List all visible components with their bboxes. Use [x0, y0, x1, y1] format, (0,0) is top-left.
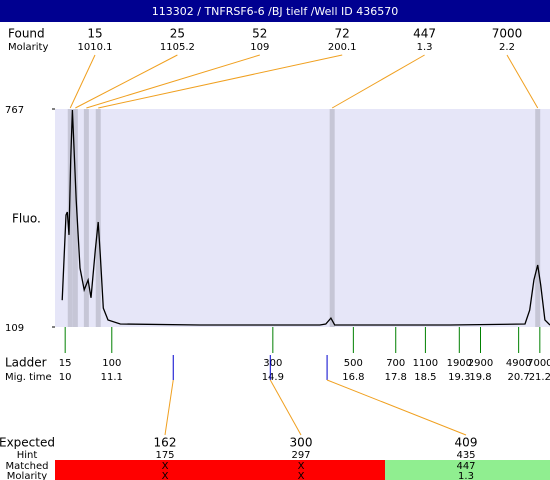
expected-connector: [269, 379, 302, 436]
found-connector: [69, 54, 96, 109]
ladder-time: 14.9: [262, 372, 284, 383]
expected-molarity: X: [162, 471, 169, 480]
expected-hint: 435: [456, 450, 475, 461]
expected-matched: 447: [456, 461, 475, 472]
peak-band: [72, 109, 78, 327]
header-bar: [0, 0, 550, 22]
found-size: 447: [413, 27, 436, 41]
ladder-time: 19.3: [448, 372, 470, 383]
found-connector: [75, 54, 178, 109]
found-size: 72: [335, 27, 350, 41]
ladder-size: 300: [263, 358, 282, 369]
expected-hint: 297: [291, 450, 310, 461]
found-molarity: 109: [250, 42, 269, 53]
found-molarity: 200.1: [328, 42, 357, 53]
ladder-size: 500: [344, 358, 363, 369]
peak-band: [95, 109, 101, 327]
expected-molarity: X: [298, 471, 305, 480]
expected-size: 300: [290, 436, 313, 450]
y-label: Fluo.: [12, 212, 41, 226]
found-label: Found: [8, 27, 45, 41]
found-molarity: 1.3: [417, 42, 433, 53]
ladder-time: 18.5: [414, 372, 436, 383]
found-connector: [331, 54, 425, 109]
match-cell: [55, 460, 220, 480]
header-title: 113302 / TNFRSF6-6 /BJ tielf /Well ID 43…: [152, 5, 398, 18]
ladder-time: 19.8: [469, 372, 491, 383]
found-connector: [86, 54, 260, 109]
peak-band: [67, 109, 73, 327]
plot-area: [55, 109, 550, 327]
ladder-time-label: Mig. time: [5, 372, 52, 383]
matched-label: Matched: [5, 461, 48, 472]
trace: [61, 109, 550, 326]
expected-hint: 175: [155, 450, 174, 461]
expected-matched: X: [162, 461, 169, 472]
ladder-time: 17.8: [385, 372, 407, 383]
expected-connector: [164, 379, 174, 436]
expected-molarity: 1.3: [458, 471, 474, 480]
found-connector: [506, 54, 539, 109]
ladder-size: 700: [386, 358, 405, 369]
expected-matched: X: [298, 461, 305, 472]
found-connector: [98, 54, 343, 109]
match-cell: [385, 460, 550, 480]
ladder-time: 21.2: [529, 372, 550, 383]
y-tick-label: 109: [5, 323, 24, 334]
ladder-label: Ladder: [5, 356, 47, 370]
found-molarity: 2.2: [499, 42, 515, 53]
ladder-time: 10: [59, 372, 72, 383]
ladder-size: 100: [102, 358, 121, 369]
found-size: 25: [170, 27, 185, 41]
expected-label: Expected: [0, 436, 55, 450]
ladder-time: 16.8: [342, 372, 364, 383]
molarity-label: Molarity: [7, 471, 47, 480]
peak-band: [83, 109, 89, 327]
found-size: 7000: [492, 27, 523, 41]
peak-band: [535, 109, 541, 327]
hint-label: Hint: [17, 450, 38, 461]
found-molarity-label: Molarity: [8, 42, 48, 53]
ladder-size: 1100: [413, 358, 438, 369]
found-molarity: 1105.2: [160, 42, 195, 53]
found-size: 15: [87, 27, 102, 41]
ladder-time: 11.1: [101, 372, 123, 383]
found-size: 52: [252, 27, 267, 41]
expected-size: 162: [154, 436, 177, 450]
ladder-size: 4900: [506, 358, 531, 369]
ladder-size: 15: [59, 358, 72, 369]
expected-connector: [326, 379, 467, 436]
found-molarity: 1010.1: [78, 42, 113, 53]
y-tick-label: 767: [5, 105, 24, 116]
ladder-size: 1900: [447, 358, 472, 369]
ladder-time: 20.7: [508, 372, 530, 383]
ladder-size: 7000: [527, 358, 550, 369]
expected-size: 409: [455, 436, 478, 450]
ladder-size: 2900: [468, 358, 493, 369]
peak-band: [329, 109, 335, 327]
match-cell: [220, 460, 385, 480]
